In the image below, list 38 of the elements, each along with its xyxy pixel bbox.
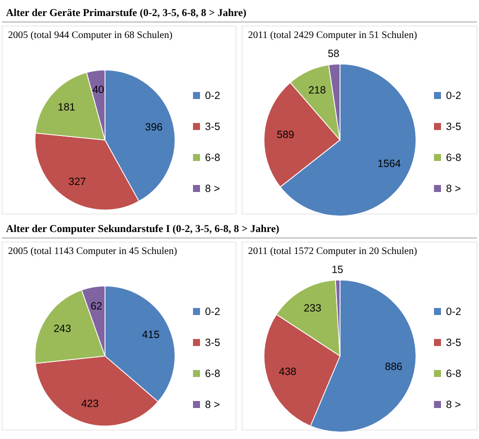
data-label: 40	[92, 84, 104, 96]
chart-title: Alter der Computer Sekundarstufe I (0-2, 3-5, 6-8, 8 > Jahre)	[6, 224, 280, 235]
legend-label: 0-2	[205, 90, 220, 102]
data-label: 15	[332, 264, 344, 276]
data-label: 415	[142, 328, 160, 341]
legend-label: 0-2	[446, 90, 462, 102]
data-label: 327	[68, 176, 86, 188]
data-label: 423	[81, 398, 99, 410]
legend-label: 6-8	[446, 152, 462, 164]
data-label: 438	[278, 366, 297, 378]
data-label: 396	[145, 121, 163, 134]
chart-subtitle: 2005 (total 944 Computer in 68 Schulen)	[8, 30, 172, 41]
chart-subtitle: 2011 (total 2429 Computer in 51 Schulen)	[248, 30, 418, 41]
legend-label: 8 >	[205, 183, 220, 195]
legend-label: 6-8	[205, 152, 220, 164]
data-label: 218	[308, 84, 326, 96]
chart-subtitle: 2005 (total 1143 Computer in 45 Schulen)	[8, 246, 178, 257]
legend-label: 3-5	[446, 121, 462, 133]
data-label: 181	[58, 101, 76, 114]
data-label: 1564	[378, 158, 402, 170]
data-label: 58	[328, 48, 340, 60]
legend-label: 8 >	[446, 399, 461, 411]
legend-label: 6-8	[446, 368, 462, 380]
data-label: 243	[54, 323, 72, 336]
data-label: 233	[304, 302, 322, 315]
legend-label: 8 >	[446, 183, 461, 195]
data-label: 589	[276, 128, 294, 141]
chart-subtitle: 2011 (total 1572 Computer in 20 Schulen)	[248, 246, 418, 257]
legend-label: 3-5	[205, 121, 220, 133]
legend-label: 8 >	[205, 399, 220, 411]
legend-label: 3-5	[205, 337, 220, 349]
legend-label: 0-2	[205, 306, 220, 318]
chart-title: Alter der Geräte Primarstufe (0-2, 3-5, 6-8, 8 > Jahre)	[6, 8, 247, 19]
legend-label: 3-5	[446, 337, 462, 349]
legend-label: 6-8	[205, 368, 220, 380]
data-label: 886	[384, 360, 403, 373]
data-label: 62	[90, 300, 102, 312]
legend-label: 0-2	[446, 306, 462, 318]
